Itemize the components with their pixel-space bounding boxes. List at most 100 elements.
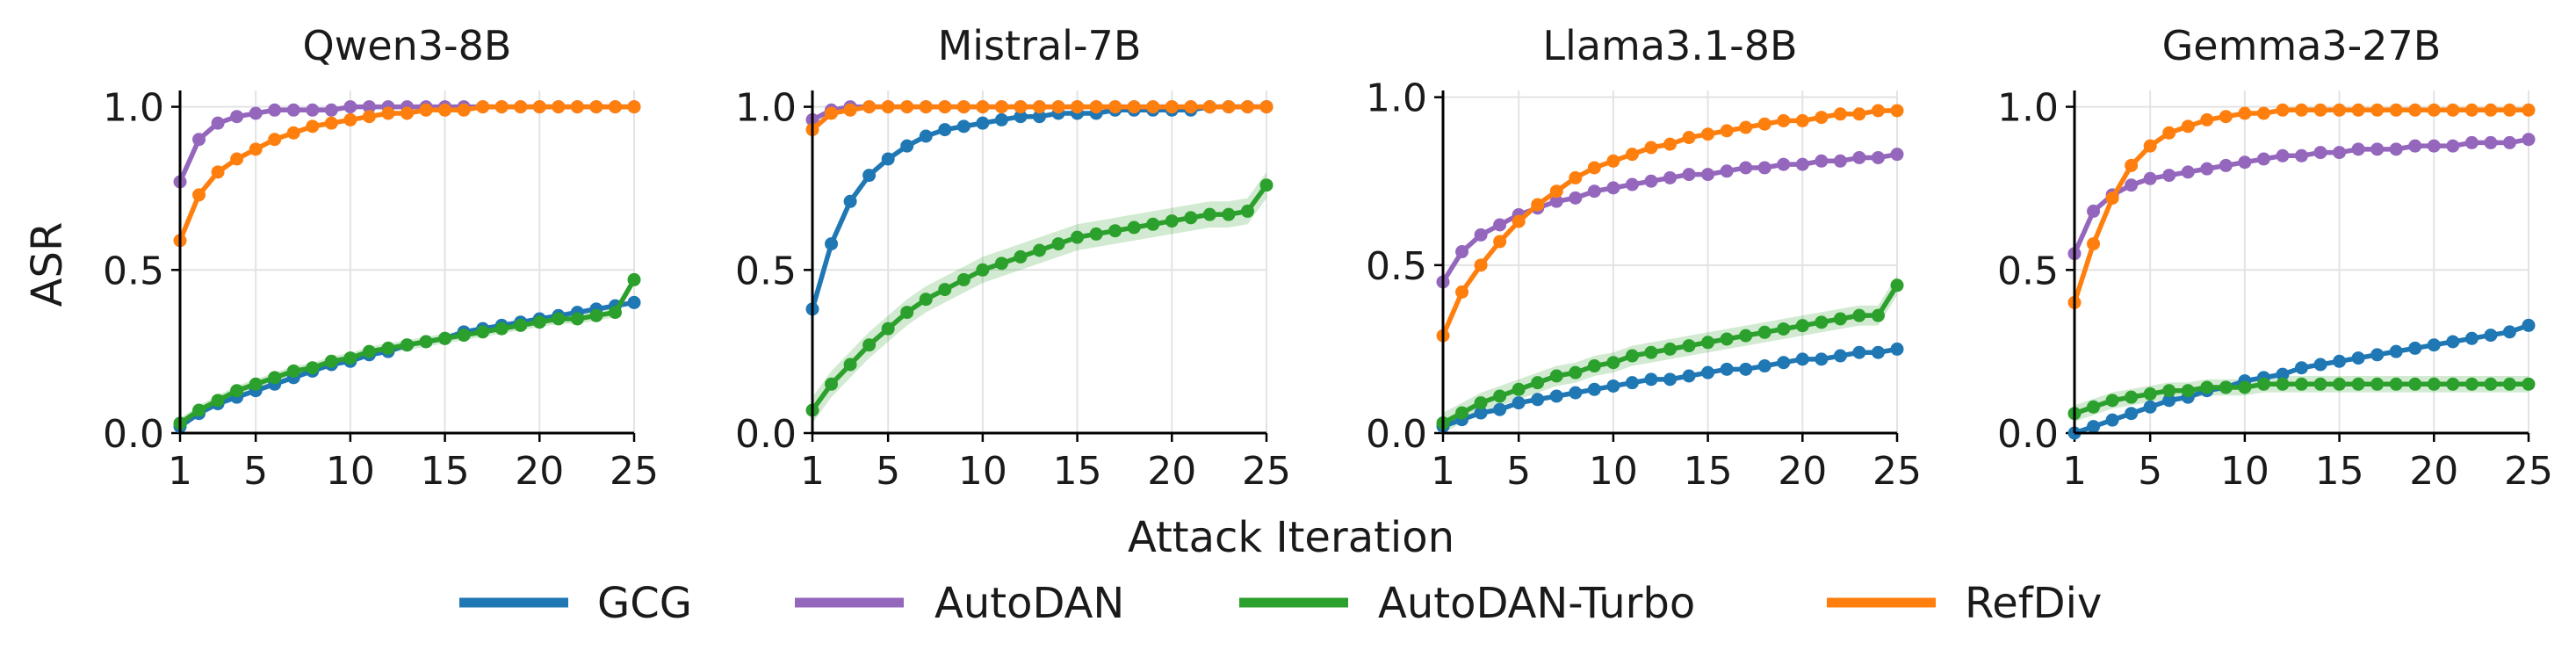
data-point: [2446, 103, 2460, 117]
data-point: [1833, 312, 1847, 326]
series-autodan: [1436, 148, 1904, 289]
data-point: [608, 306, 622, 320]
data-point: [2200, 380, 2214, 394]
data-point: [2502, 325, 2516, 339]
data-point: [2200, 162, 2214, 176]
data-point: [2181, 384, 2195, 398]
series-line-autodan-turbo: [810, 184, 1269, 412]
data-point: [2389, 344, 2403, 358]
data-point: [2427, 377, 2441, 391]
data-point: [268, 133, 282, 147]
data-point: [230, 110, 244, 124]
data-point: [1549, 369, 1563, 383]
data-point: [286, 364, 300, 378]
data-point: [1606, 181, 1620, 195]
data-point: [2181, 119, 2195, 134]
legend-item-refdiv: RefDiv: [1827, 579, 2102, 628]
data-point: [2105, 394, 2119, 408]
data-point: [1833, 154, 1847, 168]
data-point: [900, 306, 914, 320]
data-point: [1720, 164, 1734, 178]
data-point: [2351, 142, 2365, 156]
data-point: [956, 100, 971, 114]
data-point: [881, 322, 895, 336]
data-point: [2502, 103, 2516, 117]
data-point: [1871, 345, 1885, 359]
data-point: [2522, 133, 2536, 147]
data-point: [589, 308, 603, 322]
data-point: [1127, 100, 1141, 114]
x-tick-label: 5: [1506, 449, 1531, 494]
data-point: [1569, 365, 1583, 379]
data-point: [286, 103, 300, 117]
series-refdiv: [2067, 103, 2536, 309]
data-point: [1644, 141, 1658, 155]
legend-label-autodan: AutoDAN: [934, 579, 1124, 628]
data-point: [1014, 100, 1028, 114]
data-point: [608, 100, 622, 114]
data-point: [2351, 103, 2365, 117]
data-point: [627, 272, 641, 286]
x-axis-label: Attack Iteration: [1128, 513, 1454, 562]
data-point: [1089, 227, 1103, 241]
data-point: [1739, 362, 1753, 376]
x-tick-label: 5: [243, 449, 268, 494]
data-point: [2143, 400, 2157, 414]
data-point: [1531, 198, 1545, 212]
data-point: [881, 100, 895, 114]
data-point: [1474, 258, 1488, 272]
data-point: [1644, 345, 1658, 359]
data-point: [2276, 367, 2290, 381]
data-point: [2238, 380, 2252, 394]
data-point: [2238, 106, 2252, 120]
x-tick-label: 1: [168, 449, 192, 494]
x-tick-label: 1: [1431, 449, 1455, 494]
y-tick-label: 0.0: [1366, 412, 1427, 457]
data-point: [1165, 214, 1179, 228]
data-point: [900, 139, 914, 153]
data-point: [900, 100, 914, 114]
data-point: [1014, 110, 1028, 124]
data-point: [438, 103, 452, 117]
data-point: [1569, 386, 1583, 400]
data-point: [1815, 154, 1829, 168]
data-point: [1644, 372, 1658, 387]
data-point: [306, 361, 320, 375]
panel-title-gemma3-27b: Gemma3-27B: [2162, 22, 2442, 69]
data-point: [192, 188, 206, 202]
data-point: [2408, 103, 2422, 117]
series-line-refdiv: [177, 104, 634, 242]
data-point: [324, 103, 338, 117]
data-point: [1587, 161, 1601, 175]
data-point: [2087, 204, 2101, 218]
data-point: [2256, 106, 2270, 120]
x-tick-label: 10: [958, 449, 1007, 494]
data-point: [2125, 158, 2139, 172]
data-point: [1089, 100, 1103, 114]
series-refdiv: [805, 100, 1274, 137]
data-point: [419, 103, 433, 117]
data-point: [324, 354, 338, 368]
x-tick-label: 15: [1053, 449, 1102, 494]
data-point: [2238, 155, 2252, 170]
data-point: [843, 358, 857, 372]
data-point: [1051, 100, 1065, 114]
data-point: [1184, 211, 1198, 225]
x-tick-label: 15: [421, 449, 470, 494]
data-point: [2502, 377, 2516, 391]
data-point: [192, 133, 206, 147]
data-point: [976, 263, 990, 277]
data-point: [1852, 150, 1866, 164]
data-point: [343, 351, 357, 365]
series-refdiv: [173, 100, 641, 248]
x-tick-label: 25: [1242, 449, 1291, 494]
data-point: [2276, 148, 2290, 163]
x-tick-label: 5: [2138, 449, 2162, 494]
x-tick-label: 20: [1778, 449, 1827, 494]
data-point: [249, 106, 263, 120]
data-point: [2522, 318, 2536, 332]
data-point: [1757, 325, 1771, 339]
data-point: [1474, 396, 1488, 410]
data-point: [552, 100, 566, 114]
